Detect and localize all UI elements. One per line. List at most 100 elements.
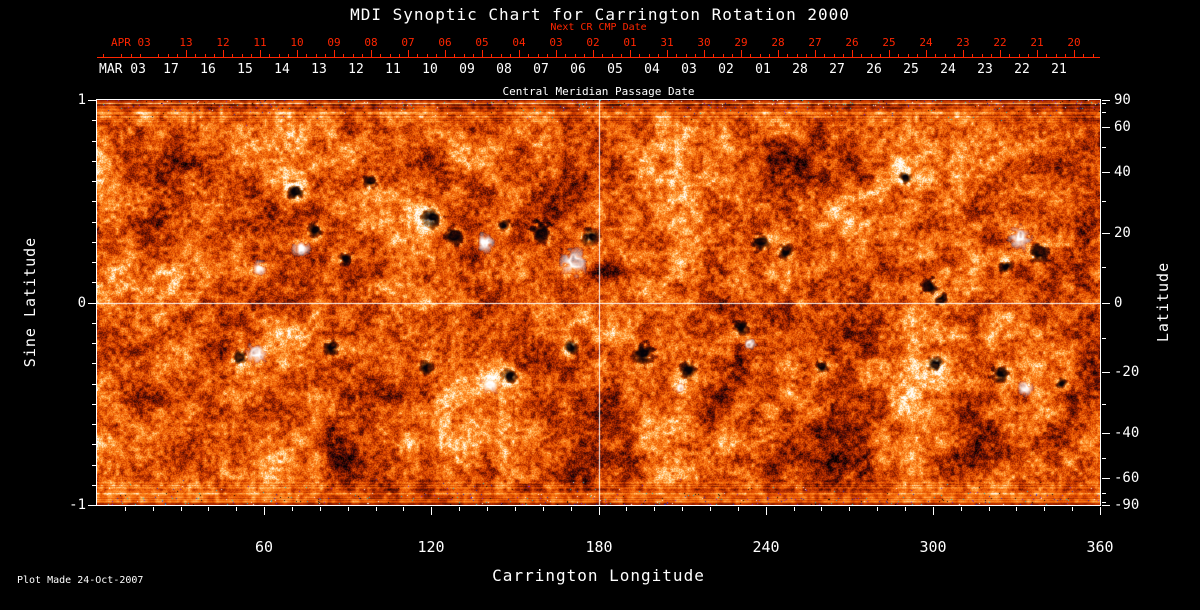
chart-title: MDI Synoptic Chart for Carrington Rotati… [350,5,850,24]
red-axis-minor-tick [575,54,576,58]
red-axis-minor-tick [834,54,835,58]
left-axis-minor-tick [92,404,96,405]
red-axis-minor-tick [1009,54,1010,58]
x-axis-minor-tick [849,507,850,511]
x-axis-minor-tick [1072,507,1073,511]
x-axis-minor-tick [626,507,627,511]
white-axis-month-label: MAR 03 [99,62,146,77]
red-axis-day-label: 05 [475,36,489,49]
red-axis-tick [334,50,335,58]
left-axis-minor-tick [92,465,96,466]
white-axis-day-label: 09 [459,62,475,77]
red-axis-minor-tick [316,54,317,58]
red-axis-minor-tick [205,54,206,58]
red-axis-minor-tick [982,54,983,58]
red-axis-minor-tick [436,54,437,58]
x-axis-minor-tick [710,507,711,511]
red-axis-minor-tick [158,54,159,58]
red-axis-minor-tick [843,54,844,58]
left-axis-minor-tick [92,141,96,142]
red-axis-minor-tick [686,54,687,58]
red-axis-minor-tick [797,54,798,58]
x-axis-tick [1100,507,1101,515]
red-axis-day-label: 11 [253,36,267,49]
white-axis-day-label: 07 [533,62,549,77]
right-axis-minor-tick [1102,458,1106,459]
red-axis-day-label: 20 [1067,36,1081,49]
left-axis-minor-tick [92,222,96,223]
red-axis-minor-tick [935,54,936,58]
left-axis-minor-tick [92,424,96,425]
red-axis-minor-tick [362,54,363,58]
red-axis-minor-tick [639,54,640,58]
red-axis-day-label: 24 [919,36,933,49]
x-axis-minor-tick [905,507,906,511]
red-axis-minor-tick [602,54,603,58]
red-axis-tick [408,50,409,58]
red-axis-minor-tick [917,54,918,58]
red-axis-minor-tick [824,54,825,58]
red-axis-minor-tick [103,54,104,58]
red-axis-day-label: 26 [845,36,859,49]
left-axis-tick-label: -1 [69,497,86,513]
red-axis-minor-tick [473,54,474,58]
x-axis-minor-tick [571,507,572,511]
red-axis-day-label: 04 [512,36,526,49]
white-axis-day-label: 22 [1014,62,1030,77]
left-axis-minor-tick [92,384,96,385]
left-axis-minor-tick [92,242,96,243]
x-axis-minor-tick [654,507,655,511]
red-axis-day-label: 23 [956,36,970,49]
red-axis-minor-tick [399,54,400,58]
red-axis-minor-tick [1083,54,1084,58]
red-axis-day-label: 02 [586,36,600,49]
red-axis-minor-tick [584,54,585,58]
white-axis-day-label: 06 [570,62,586,77]
right-axis-minor-tick [1102,103,1106,104]
left-axis-minor-tick [92,120,96,121]
x-axis-minor-tick [682,507,683,511]
white-axis-day-label: 13 [311,62,327,77]
white-axis-day-label: 11 [385,62,401,77]
red-axis-minor-tick [528,54,529,58]
x-axis-minor-tick [543,507,544,511]
red-axis-tick [778,50,779,58]
red-axis-minor-tick [464,54,465,58]
red-axis-minor-tick [649,54,650,58]
white-axis-day-label: 12 [348,62,364,77]
right-axis-minor-tick [1102,404,1106,405]
red-axis-minor-tick [565,54,566,58]
red-axis-minor-tick [491,54,492,58]
red-axis-minor-tick [427,54,428,58]
white-axis-day-label: 23 [977,62,993,77]
red-axis-day-label: 07 [401,36,415,49]
red-axis-minor-tick [131,54,132,58]
white-axis-day-label: 24 [940,62,956,77]
red-axis-minor-tick [390,54,391,58]
red-axis-minor-tick [121,54,122,58]
red-axis-tick [223,50,224,58]
red-axis-day-label: 28 [771,36,785,49]
x-axis-minor-tick [989,507,990,511]
red-axis-tick [556,50,557,58]
left-axis-minor-tick [92,201,96,202]
white-axis-day-label: 21 [1051,62,1067,77]
red-axis-minor-tick [353,54,354,58]
right-axis-tick-label: 90 [1114,92,1131,108]
magnetogram-plot-frame [96,99,1101,506]
red-axis-minor-tick [908,54,909,58]
red-axis-minor-tick [269,54,270,58]
right-axis-minor-tick [1102,502,1106,503]
red-axis-minor-tick [658,54,659,58]
right-axis-minor-tick [1102,201,1106,202]
right-axis-tick-label: 20 [1114,225,1131,241]
red-axis-day-label: 30 [697,36,711,49]
x-axis-tick-label: 180 [585,538,613,556]
red-axis-tick [963,50,964,58]
right-axis-tick-label: -60 [1114,470,1140,486]
red-axis-tick [445,50,446,58]
left-axis-minor-tick [92,282,96,283]
white-axis-day-label: 26 [866,62,882,77]
right-axis-minor-tick [1102,147,1106,148]
white-axis-day-label: 01 [755,62,771,77]
